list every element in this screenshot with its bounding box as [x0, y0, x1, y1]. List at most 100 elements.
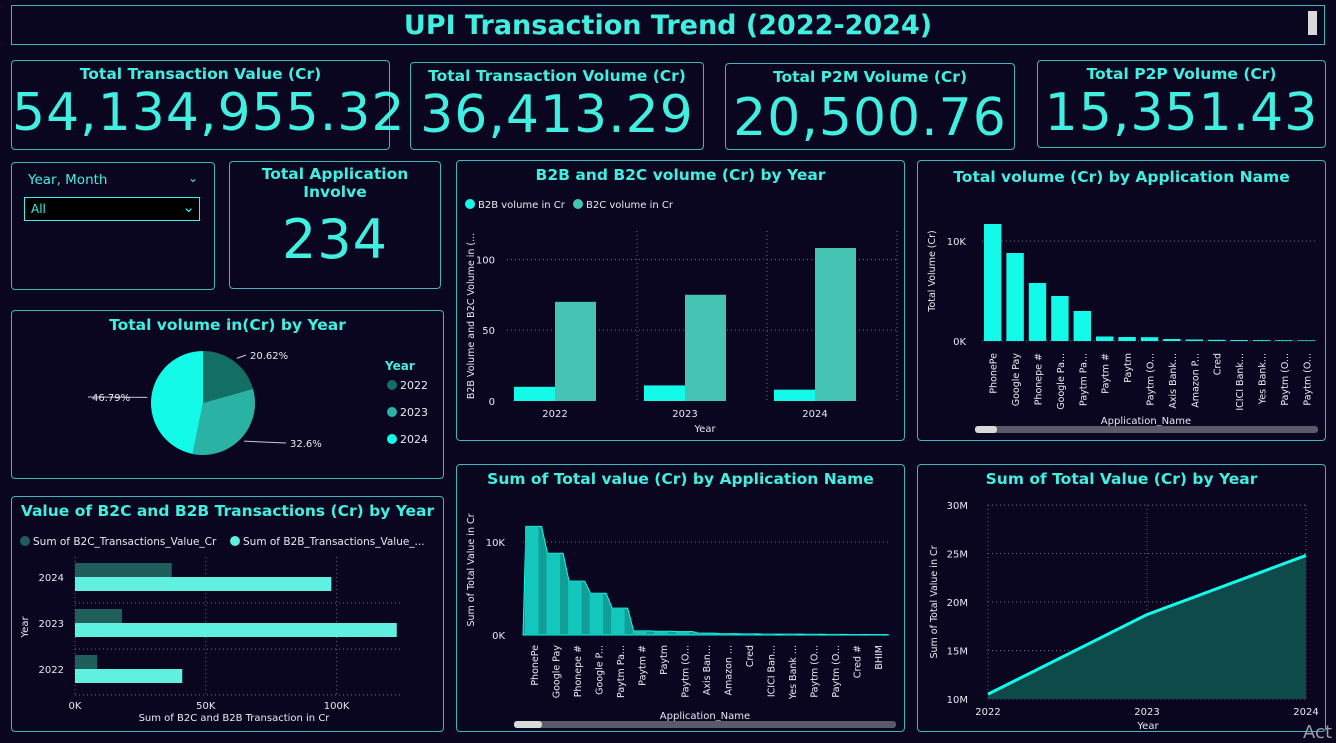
bar-6: [1118, 337, 1136, 341]
legend-marker: [387, 380, 397, 390]
volume-by-app-panel: Total volume (Cr) by Application Name 0K…: [917, 160, 1326, 441]
b2c-b2b-value-panel: Value of B2C and B2B Transactions (Cr) b…: [11, 496, 444, 732]
bar-10: [1208, 339, 1226, 341]
bar-10: [740, 633, 754, 635]
y-tick-label: 2024: [39, 573, 64, 584]
bar-1: [1006, 253, 1024, 341]
series-line: [987, 554, 1307, 696]
bar-12: [783, 634, 797, 635]
bar-2024-1: [815, 248, 856, 401]
legend-item: B2B volume in Cr: [478, 200, 566, 211]
x-tick-label: Cred #: [853, 645, 864, 678]
year-month-slicer: Year, Month ⌄ All ⌄: [11, 162, 215, 290]
chevron-down-icon[interactable]: ⌄: [187, 171, 198, 185]
bar-14: [826, 634, 840, 635]
legend-marker: [20, 536, 30, 546]
x-tick-label: Phonepe #: [1034, 353, 1045, 405]
x-tick-label: 2022: [975, 707, 1000, 718]
legend-item: Sum of B2C_Transactions_Value_Cr: [33, 536, 217, 548]
value-by-app-panel: Sum of Total value (Cr) by Application N…: [456, 464, 905, 732]
x-tick-label: Paytm #: [637, 645, 648, 686]
bar-9: [718, 633, 733, 635]
pie-data-label: 46.79%: [92, 393, 130, 404]
x-tick-label: Paytm: [659, 645, 670, 675]
chart-title: B2B and B2C volume (Cr) by Year: [535, 166, 826, 184]
legend-item: B2C volume in Cr: [586, 200, 674, 211]
x-tick-label: Axis Ban...: [702, 645, 713, 695]
bar-0: [525, 526, 539, 635]
x-axis-label: Application_Name: [660, 711, 750, 722]
x-tick-label: ICICI Bank...: [1235, 353, 1246, 411]
kpi-value: 234: [281, 208, 389, 271]
area-fill: [988, 555, 1306, 699]
x-tick-label: Cred: [745, 645, 756, 667]
chart-title: Sum of Total value (Cr) by Application N…: [487, 470, 874, 488]
chevron-down-icon: ⌄: [182, 198, 195, 216]
x-tick-label: 50K: [196, 701, 216, 712]
bar-13: [804, 634, 819, 635]
x-tick-label: Paytm Pa...: [1078, 353, 1089, 406]
x-tick-label: Amazon ...: [724, 645, 735, 695]
bar-2023-1: [75, 623, 397, 637]
bar-11: [1230, 340, 1248, 341]
x-tick-label: Paytm (O...: [680, 645, 691, 698]
x-tick-label: Paytm #: [1101, 353, 1112, 394]
pie-slice-2024: [151, 351, 203, 454]
pie-panel: Total volume in(Cr) by Year Year 20.62% 3…: [11, 310, 444, 479]
kpi-total-transaction-volume: Total Transaction Volume (Cr) 36,413.29: [410, 62, 704, 150]
x-tick-label: Amazon P...: [1190, 353, 1201, 408]
y-axis-label: Total Volume (Cr): [927, 230, 938, 313]
y-tick-label: 10K: [486, 538, 506, 549]
bar-7: [1140, 337, 1159, 341]
x-tick-label: 2023: [672, 409, 697, 420]
x-tick-label: 0K: [69, 701, 82, 712]
legend-item-2024: 2024: [400, 433, 428, 446]
x-tick-label: Phonepe #: [573, 645, 584, 697]
x-tick-label: Axis Bank...: [1168, 353, 1179, 409]
bar-7: [675, 631, 690, 635]
value-by-app-chart: 0K 10K PhonePe Google Pay Phonepe # Google P.…: [466, 513, 896, 728]
y-tick-label: 0K: [492, 631, 505, 642]
b2b-b2c-volume-chart: B2B volume in Cr B2C volume in Cr 0 50 100 20…: [465, 199, 898, 435]
pie-slice-2023: [192, 388, 255, 455]
slicer-dropdown[interactable]: All ⌄: [24, 197, 200, 221]
y-tick-label: 0K: [953, 337, 966, 348]
pie-leader-line: [236, 354, 247, 359]
x-tick-label: Paytm Pa...: [616, 645, 627, 698]
bar-6: [654, 631, 668, 635]
pie-chart: Year 20.62% 32.6% 46.79% 2022 2023 2024: [87, 351, 428, 455]
y-tick-label: 0: [489, 397, 495, 408]
dashboard-title: UPI Transaction Trend (2022-2024): [403, 10, 933, 41]
legend-marker: [387, 407, 397, 417]
bar-11: [761, 634, 776, 635]
y-tick-label: 2022: [39, 665, 64, 676]
y-axis-label: B2B Volume and B2C Volume in (...: [466, 233, 477, 399]
bar-2: [568, 581, 582, 635]
chart-title: Value of B2C and B2B Transactions (Cr) b…: [20, 502, 435, 520]
volume-by-app-chart: 0K 10K PhonePe Google Pay Phonepe # Google Pa…: [927, 224, 1318, 433]
x-tick-label: 2022: [542, 409, 567, 420]
y-tick-label: 10M: [947, 695, 968, 706]
bar-2: [1028, 283, 1047, 341]
bar-2022-0: [514, 386, 555, 401]
x-tick-label: ICICI Ban...: [767, 645, 778, 697]
b2b-b2c-volume-panel: B2B and B2C volume (Cr) by Year B2B volu…: [456, 160, 905, 441]
x-tick-label: 100K: [324, 701, 350, 712]
x-tick-label: Google Pay: [551, 645, 562, 699]
x-tick-label: Google Pay: [1011, 353, 1022, 407]
scrollbar-thumb[interactable]: [1308, 11, 1317, 35]
x-tick-label: Google Pa...: [1056, 353, 1067, 410]
chart-title: Total volume (Cr) by Application Name: [953, 168, 1290, 186]
kpi-value: 15,351.43: [1044, 83, 1319, 143]
kpi-total-p2p-volume: Total P2P Volume (Cr) 15,351.43: [1037, 60, 1326, 148]
bar-1: [546, 553, 561, 635]
bar-2024-0: [774, 389, 815, 401]
bar-8: [1163, 339, 1181, 341]
y-tick-label: 25M: [947, 550, 968, 561]
bar-2023-0: [75, 609, 123, 623]
y-axis-label: Sum of Total Value in Cr: [466, 513, 477, 626]
bar-4: [611, 608, 625, 635]
legend-marker: [573, 199, 583, 209]
x-tick-label: Cred: [1213, 353, 1224, 375]
horizontal-scrollbar: [975, 426, 1318, 433]
